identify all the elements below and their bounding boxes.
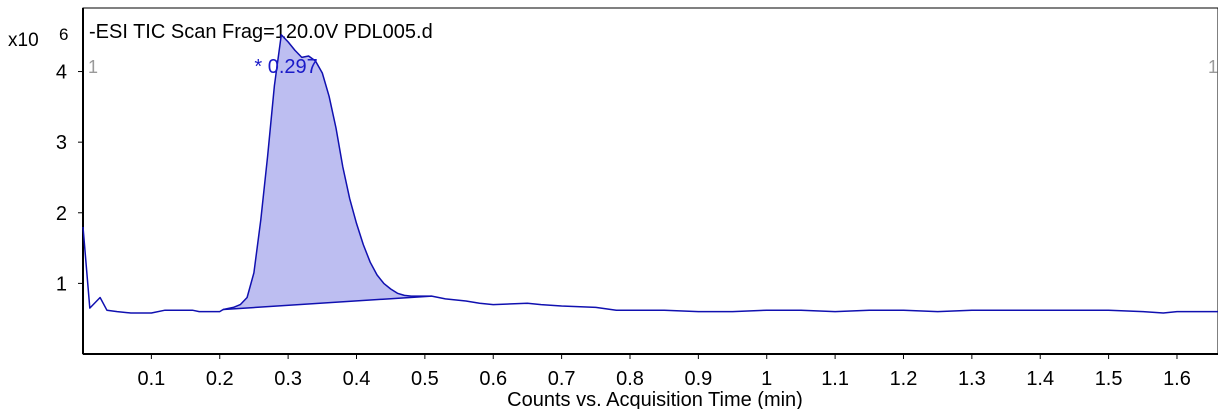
x-tick-label: 1.2 <box>890 368 918 390</box>
x-tick-label: 0.2 <box>206 368 234 390</box>
x-tick-label: 0.4 <box>343 368 371 390</box>
x-tick-label: 1.1 <box>821 368 849 390</box>
peak-area <box>223 34 432 310</box>
x-tick-label: 1.6 <box>1163 368 1191 390</box>
x-tick-label: 0.5 <box>411 368 439 390</box>
x-tick-label: 0.3 <box>274 368 302 390</box>
x-tick-label: 0.6 <box>479 368 507 390</box>
y-tick-layer: 1 2 3 4 <box>56 62 83 295</box>
x-tick-label: 1.4 <box>1026 368 1054 390</box>
x-tick-label: 0.7 <box>548 368 576 390</box>
x-tick-label: 1.3 <box>958 368 986 390</box>
x-tick-label: 1.5 <box>1095 368 1123 390</box>
marker-right: 1 <box>1208 57 1218 77</box>
peak-layer <box>223 34 432 311</box>
y-tick-label: 4 <box>56 62 67 84</box>
x-tick-layer: 0.1 0.2 0.3 0.4 0.5 0.6 0.7 0.8 0.9 1 1.1 1.2 1.3 1.4… <box>137 354 1191 390</box>
x-tick-label: 0.1 <box>137 368 165 390</box>
peak-baseline <box>223 295 432 311</box>
x-tick-label: 0.8 <box>616 368 644 390</box>
y-tick-label: 2 <box>56 203 67 225</box>
x-tick-label: 1 <box>761 368 772 390</box>
y-multiplier-exponent: 6 <box>59 25 68 44</box>
x-axis-label: Counts vs. Acquisition Time (min) <box>507 389 803 409</box>
y-tick-label: 3 <box>56 132 67 154</box>
series-line <box>82 34 1218 314</box>
series-layer <box>82 34 1218 314</box>
chart-title: -ESI TIC Scan Frag=120.0V PDL005.d <box>89 21 433 43</box>
peak-label: * 0.297 <box>254 56 317 78</box>
y-multiplier-label: x10 <box>8 30 39 51</box>
marker-left: 1 <box>88 57 98 77</box>
y-tick-label: 1 <box>56 273 67 295</box>
x-tick-label: 0.9 <box>684 368 712 390</box>
